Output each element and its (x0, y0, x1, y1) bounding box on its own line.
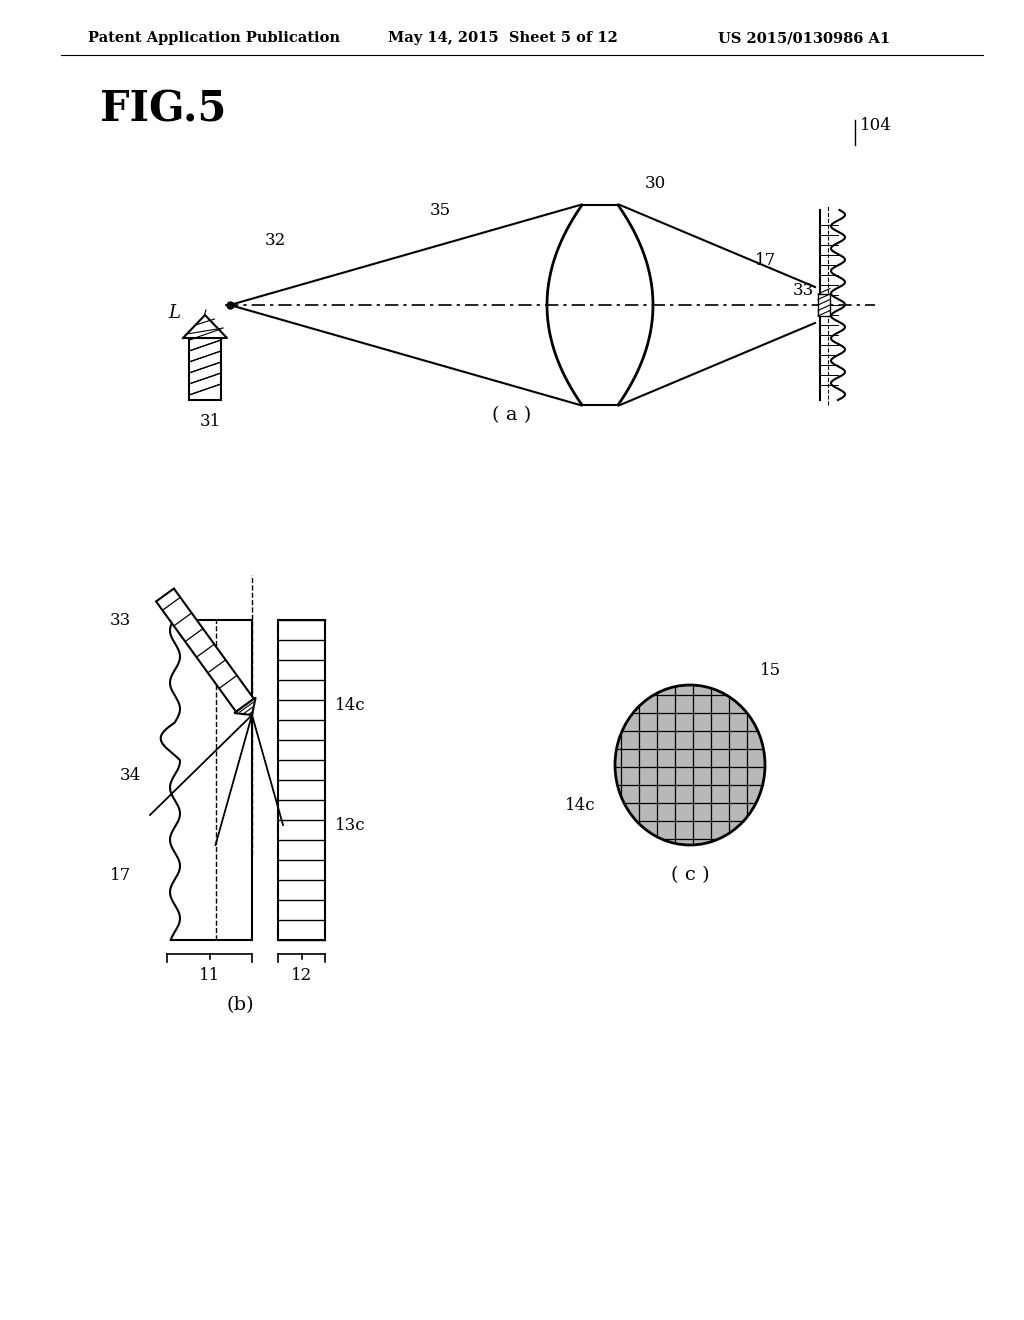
Text: 15: 15 (760, 663, 781, 678)
Text: L: L (168, 304, 180, 322)
Text: 31: 31 (200, 413, 221, 430)
Bar (818, 294, 830, 315)
Text: 30: 30 (645, 176, 667, 191)
Text: 12: 12 (291, 968, 312, 983)
Text: 14c: 14c (565, 797, 596, 814)
Text: 33: 33 (110, 612, 131, 630)
Polygon shape (234, 697, 256, 715)
Text: 11: 11 (199, 968, 220, 983)
Text: 34: 34 (120, 767, 141, 784)
Text: 35: 35 (430, 202, 452, 219)
Text: ( a ): ( a ) (493, 407, 531, 424)
Text: 32: 32 (265, 232, 287, 249)
Text: Patent Application Publication: Patent Application Publication (88, 30, 340, 45)
Text: FIG.5: FIG.5 (100, 88, 226, 131)
Text: US 2015/0130986 A1: US 2015/0130986 A1 (718, 30, 890, 45)
Text: 13c: 13c (335, 817, 366, 834)
Text: ( c ): ( c ) (671, 866, 710, 884)
Ellipse shape (615, 685, 765, 845)
Polygon shape (156, 589, 254, 711)
Text: (b): (b) (226, 997, 254, 1014)
Text: 17: 17 (755, 252, 776, 269)
Bar (189, 338, 221, 400)
Text: May 14, 2015  Sheet 5 of 12: May 14, 2015 Sheet 5 of 12 (388, 30, 617, 45)
Polygon shape (183, 315, 227, 338)
Text: 14c: 14c (335, 697, 366, 714)
Text: 17: 17 (110, 867, 131, 884)
Text: 33: 33 (793, 282, 814, 300)
Text: 104: 104 (860, 117, 892, 135)
